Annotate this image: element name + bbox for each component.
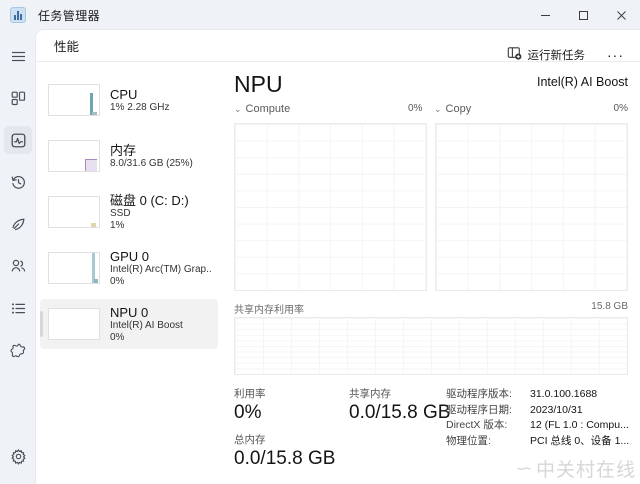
list-item-name: 磁盘 0 (C: D:) [110,192,189,208]
content-card: 性能 运行新任务 ··· CPU 1% 2.28 GHz [36,30,640,484]
history-clock-icon[interactable] [4,168,32,196]
info-key: 驱动程序日期: [446,403,512,416]
list-item-name: CPU [110,86,138,102]
device-info-table: 驱动程序版本: 31.0.100.1688 驱动程序日期: 2023/10/31… [446,387,629,449]
gear-icon[interactable] [4,442,32,470]
toolbar: 运行新任务 ··· [499,42,635,68]
info-value: 12 (FL 1.0 : Compu... [530,419,629,431]
list-item-sub: SSD [110,207,131,219]
info-value: 31.0.100.1688 [530,388,598,400]
detail-device-name: Intel(R) AI Boost [536,75,628,89]
list-item-name: NPU 0 [110,304,149,320]
services-gear-icon[interactable] [4,336,32,364]
info-key: 驱动程序版本: [446,388,512,400]
shared-memory-graph-labels: 共享内存利用率 15.8 GB [234,301,628,316]
total-memory-label: 总内存 [234,434,266,446]
list-item-name: GPU 0 [110,248,150,264]
gpu-thumbnail-graph [48,252,100,284]
utilization-stat: 利用率 0% [234,387,266,425]
info-row: DirectX 版本: 12 (FL 1.0 : Compu... [446,418,629,434]
pulse-box-icon[interactable] [4,126,32,154]
more-options-button[interactable]: ··· [607,47,624,63]
rocket-gauge-icon[interactable] [4,210,32,238]
graph-labels-row: ⌄ Compute 0% ⌄ Copy 0% [234,103,628,121]
copy-graph [435,123,628,291]
list-item[interactable]: CPU 1% 2.28 GHz [40,75,218,125]
list-item-sub: 1% 2.28 GHz [110,101,170,113]
list-item-sub2: 0% [110,275,125,287]
copy-label: Copy [445,103,472,115]
shared-memory-label: 共享内存利用率 [234,305,304,316]
utilization-label: 利用率 [234,388,266,400]
chart-icon [10,7,26,23]
info-row: 驱动程序日期: 2023/10/31 [446,403,629,419]
list-icon[interactable] [4,294,32,322]
list-item[interactable]: GPU 0 Intel(R) Arc(TM) Grap.. 0% [40,243,218,293]
compute-percent: 0% [408,103,423,114]
detail-pane: NPU Intel(R) AI Boost ⌄ Compute 0% ⌄ Cop… [226,63,640,484]
memory-thumbnail-graph [48,140,100,172]
navigation-rail [0,30,36,484]
info-key: 物理位置: [446,434,491,447]
total-memory-value: 0.0/15.8 GB [234,448,336,469]
compute-label: Compute [245,103,291,115]
minimize-icon[interactable] [526,0,564,30]
copy-percent: 0% [613,103,628,114]
resource-list: CPU 1% 2.28 GHz 内存 8.0/31.6 GB (25%) [36,63,222,484]
chevron-down-icon: ⌄ [434,103,442,114]
list-item[interactable]: 内存 8.0/31.6 GB (25%) [40,131,218,181]
list-item-sub: 8.0/31.6 GB (25%) [110,157,193,169]
shared-memory-stat-label: 共享内存 [349,388,391,400]
info-row: 物理位置: PCI 总线 0、设备 1... [446,434,629,450]
info-key: DirectX 版本: [446,419,508,431]
card-header: 性能 [36,30,640,62]
detail-title: NPU [234,71,283,97]
shared-memory-max: 15.8 GB [591,301,628,312]
new-task-icon [507,46,522,64]
cpu-thumbnail-graph [48,84,100,116]
list-item-sub: Intel(R) AI Boost [110,319,183,331]
info-value: 2023/10/31 [530,403,583,416]
disk-thumbnail-graph [48,196,100,228]
utilization-value: 0% [234,402,262,423]
compute-graph-selector[interactable]: ⌄ Compute [234,103,290,115]
total-memory-stat: 总内存 0.0/15.8 GB [234,433,335,471]
shared-memory-stat-value: 0.0/15.8 GB [349,402,451,423]
graphs-row [234,123,628,291]
info-value: PCI 总线 0、设备 1... [530,434,630,447]
stats-area: 利用率 0% 共享内存 0.0/15.8 GB 总内存 0.0/15.8 GB … [234,387,629,477]
users-icon[interactable] [4,252,32,280]
grid-panels-icon[interactable] [4,84,32,112]
window-controls [526,0,640,30]
run-new-task-label: 运行新任务 [527,50,586,62]
list-item[interactable]: 磁盘 0 (C: D:) SSD 1% [40,187,218,237]
npu-thumbnail-graph [48,308,100,340]
maximize-icon[interactable] [564,0,602,30]
hamburger-icon[interactable] [4,42,32,70]
copy-graph-selector[interactable]: ⌄ Copy [434,103,471,115]
list-item-sub: Intel(R) Arc(TM) Grap.. [110,263,212,275]
title-bar: 任务管理器 [0,0,640,30]
compute-graph [234,123,427,291]
list-item-sub2: 1% [110,219,125,231]
detail-header: NPU Intel(R) AI Boost [226,63,640,103]
page-title: 性能 [54,40,80,54]
list-item-sub2: 0% [110,331,125,343]
shared-memory-graph [234,317,628,375]
list-item-npu-selected[interactable]: NPU 0 Intel(R) AI Boost 0% [40,299,218,349]
chevron-down-icon: ⌄ [234,103,242,114]
shared-memory-stat: 共享内存 0.0/15.8 GB [349,387,450,425]
list-item-name: 内存 [110,142,137,158]
window-title: 任务管理器 [38,8,101,23]
close-icon[interactable] [602,0,640,30]
run-new-task-button[interactable]: 运行新任务 [499,42,594,68]
info-row: 驱动程序版本: 31.0.100.1688 [446,387,629,403]
